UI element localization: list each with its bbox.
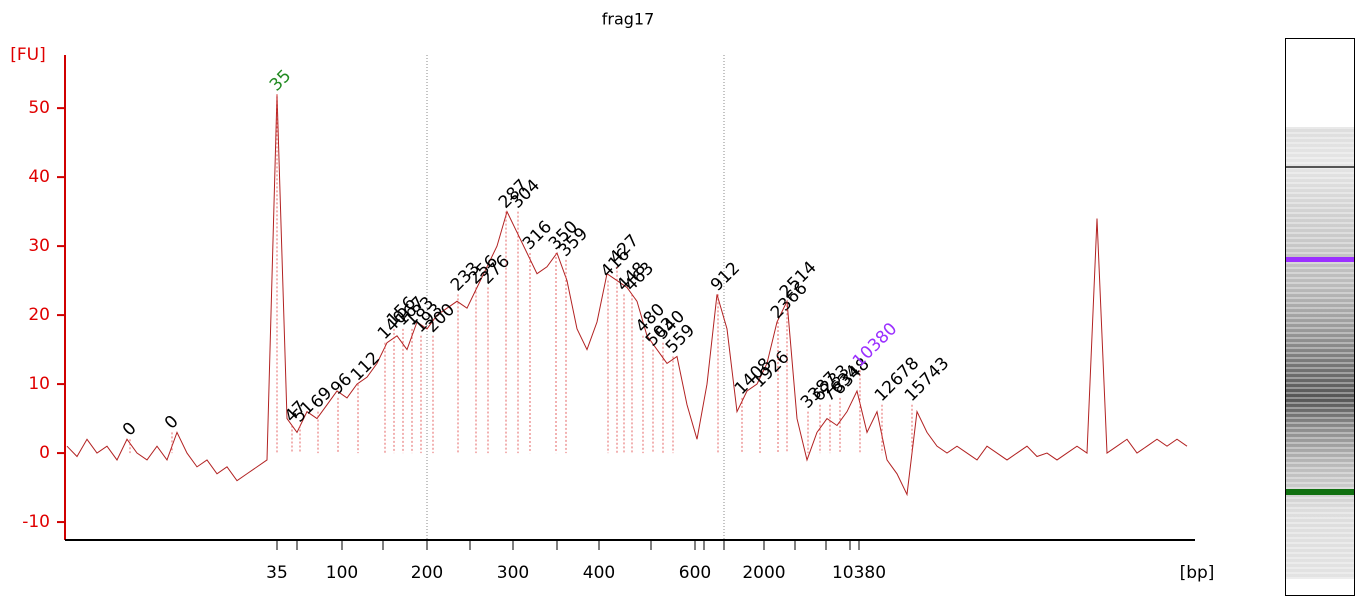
peak-label: 912 [707, 258, 744, 295]
x-axis-label: [bp] [1180, 563, 1215, 583]
peak-label: 0 [119, 419, 141, 441]
x-tick-label: 100 [326, 563, 358, 583]
x-tick-label: 10380 [832, 563, 886, 583]
y-tick-label: 40 [28, 167, 50, 187]
y-tick-label: 0 [39, 443, 50, 463]
x-tick-label: 300 [497, 563, 529, 583]
ladder-ticks [296, 540, 851, 550]
x-tick-label: 35 [266, 563, 288, 583]
peak-label: 35 [266, 66, 295, 95]
y-axis-label: [FU] [10, 45, 46, 65]
y-tick-label: 20 [28, 305, 50, 325]
gel-lane [1286, 127, 1354, 579]
x-tick-label: 600 [679, 563, 711, 583]
x-tick-label: 2000 [742, 563, 785, 583]
gel-marker-band [1286, 257, 1354, 262]
y-tick-label: 50 [28, 98, 50, 118]
chart: frag17 [FU] [bp] -10 0 10 20 30 40 50 35 100 200 3… [10, 10, 1215, 584]
gel-marker-band [1286, 489, 1354, 495]
peak-label: 0 [161, 412, 183, 434]
y-tick-label: -10 [22, 512, 50, 532]
gel-band [1286, 166, 1354, 168]
peak-label: 10380 [849, 319, 901, 371]
y-tick-label: 10 [28, 374, 50, 394]
x-tick-label: 200 [411, 563, 443, 583]
peak-label: 112 [347, 348, 384, 385]
trace [66, 94, 1188, 497]
x-tick-label: 400 [583, 563, 615, 583]
chart-title: frag17 [602, 10, 655, 29]
gel-image [1285, 38, 1355, 596]
y-tick-label: 30 [28, 236, 50, 256]
